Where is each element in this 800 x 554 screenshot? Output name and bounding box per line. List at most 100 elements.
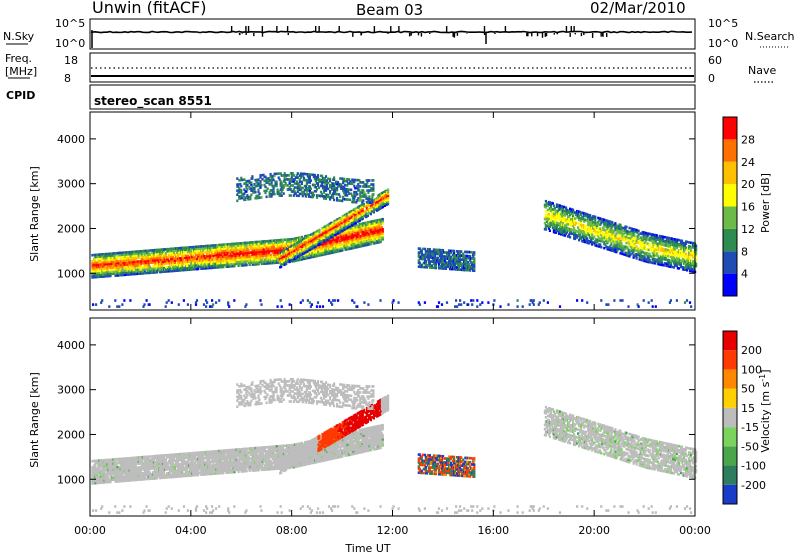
power-echo-cell: [231, 262, 234, 266]
power-echo-cell: [362, 199, 365, 202]
power-echo-cell: [223, 257, 226, 261]
power-echo-cell: [206, 254, 209, 258]
power-echo-cell: [336, 248, 339, 251]
power-echo-cell: [177, 253, 180, 256]
power-echo-cell: [327, 187, 330, 191]
power-echo-cell: [229, 252, 232, 256]
power-echo-cell: [336, 192, 339, 196]
power-echo-cell: [318, 234, 321, 238]
power-echo-cell: [144, 259, 147, 263]
power-echo-cell: [194, 255, 197, 259]
power-echo-cell: [191, 256, 194, 259]
power-echo-cell: [242, 260, 245, 263]
power-echo-cell: [354, 186, 357, 190]
power-echo-cell: [314, 249, 317, 252]
power-echo-cell: [202, 249, 205, 252]
power-echo-cell: [289, 184, 292, 187]
power-echo-cell: [119, 253, 122, 257]
power-echo-cell: [207, 250, 210, 254]
power-echo-cell: [253, 255, 256, 258]
power-echo-cell: [104, 256, 107, 260]
power-echo-cell: [193, 257, 196, 261]
power-echo-cell: [597, 226, 600, 230]
power-echo-cell: [233, 244, 236, 248]
power-echo-cell: [372, 230, 375, 233]
power-echo-cell: [173, 261, 177, 264]
power-echo-cell: [191, 268, 194, 271]
power-echo-cell: [578, 214, 581, 218]
power-echo-cell: [126, 251, 129, 254]
nsky-spikes: [230, 26, 608, 44]
power-echo-cell: [240, 188, 243, 192]
power-echo-cell: [260, 184, 263, 187]
power-echo-cell: [173, 259, 177, 262]
power-echo-cell: [351, 232, 354, 236]
power-echo-cell: [147, 251, 150, 254]
power-echo-cell: [353, 234, 356, 237]
power-echo-cell: [123, 261, 126, 264]
power-echo-cell: [279, 248, 282, 252]
nave-label: Nave: [748, 64, 776, 77]
power-echo-cell: [277, 190, 280, 194]
power-echo-cell: [113, 270, 116, 273]
nave-tick-bottom: 0: [708, 72, 715, 85]
power-echo-cell: [189, 246, 192, 249]
power-echo-cell: [363, 234, 366, 237]
power-echo-cell: [133, 254, 136, 258]
power-echo-cell: [557, 222, 561, 225]
power-echo-cell: [199, 265, 202, 268]
power-echo-cell: [129, 262, 132, 266]
power-echo-cell: [186, 264, 189, 268]
power-echo-cell: [158, 250, 161, 254]
power-echo-cell: [381, 232, 384, 235]
power-echo-cell: [128, 250, 131, 254]
power-echo-cell: [357, 233, 360, 236]
power-echo-cell: [180, 269, 183, 272]
power-echo-cell: [244, 247, 247, 251]
power-echo-cell: [212, 248, 215, 251]
power-echo-cell: [210, 262, 213, 266]
power-echo-cell: [254, 257, 257, 260]
power-echo-cell: [276, 247, 279, 250]
power-echo-cell: [588, 233, 591, 237]
power-echo-cell: [368, 179, 371, 182]
power-echo-cell: [362, 228, 365, 231]
power-echo-cell: [298, 258, 301, 262]
power-echo-cell: [160, 252, 163, 255]
power-echo-cell: [270, 257, 273, 261]
power-echo-cell: [272, 178, 275, 182]
power-echo-cell: [443, 251, 447, 254]
power-echo-cell: [164, 254, 168, 257]
power-echo-cell: [286, 184, 289, 187]
power-echo-cell: [200, 251, 203, 254]
power-echo-cell: [315, 252, 318, 256]
power-echo-cell: [112, 260, 115, 263]
power-echo-cell: [566, 223, 570, 226]
power-echo-cell: [115, 262, 118, 265]
power-echo-cell: [280, 194, 283, 197]
power-echo-cell: [342, 238, 345, 242]
power-echo-cell: [582, 223, 585, 227]
power-echo-cell: [154, 254, 157, 258]
power-echo-cell: [381, 217, 384, 221]
power-echo-cell: [306, 249, 309, 253]
power-echo-cell: [473, 257, 476, 260]
power-echo-cell: [280, 182, 283, 185]
power-echo-cell: [602, 232, 605, 235]
power-echo-cell: [284, 246, 288, 250]
power-echo-cell: [275, 172, 278, 176]
power-echo-cell: [125, 265, 128, 268]
power-echo-cell: [245, 263, 248, 267]
power-echo-cell: [209, 256, 212, 260]
power-echo-cell: [336, 240, 339, 243]
cpid-label: CPID: [6, 89, 35, 102]
power-echo-cell: [128, 271, 131, 274]
power-echo-cell: [114, 272, 117, 275]
power-echo-cell: [214, 264, 217, 267]
power-echo-cell: [183, 252, 186, 256]
nsearch-tick-bottom: 10^0: [708, 37, 738, 50]
power-echo-cell: [149, 257, 152, 260]
nsky-panel-frame: [89, 18, 696, 50]
power-echo-cell: [302, 238, 305, 241]
power-echo-cell: [233, 264, 236, 268]
